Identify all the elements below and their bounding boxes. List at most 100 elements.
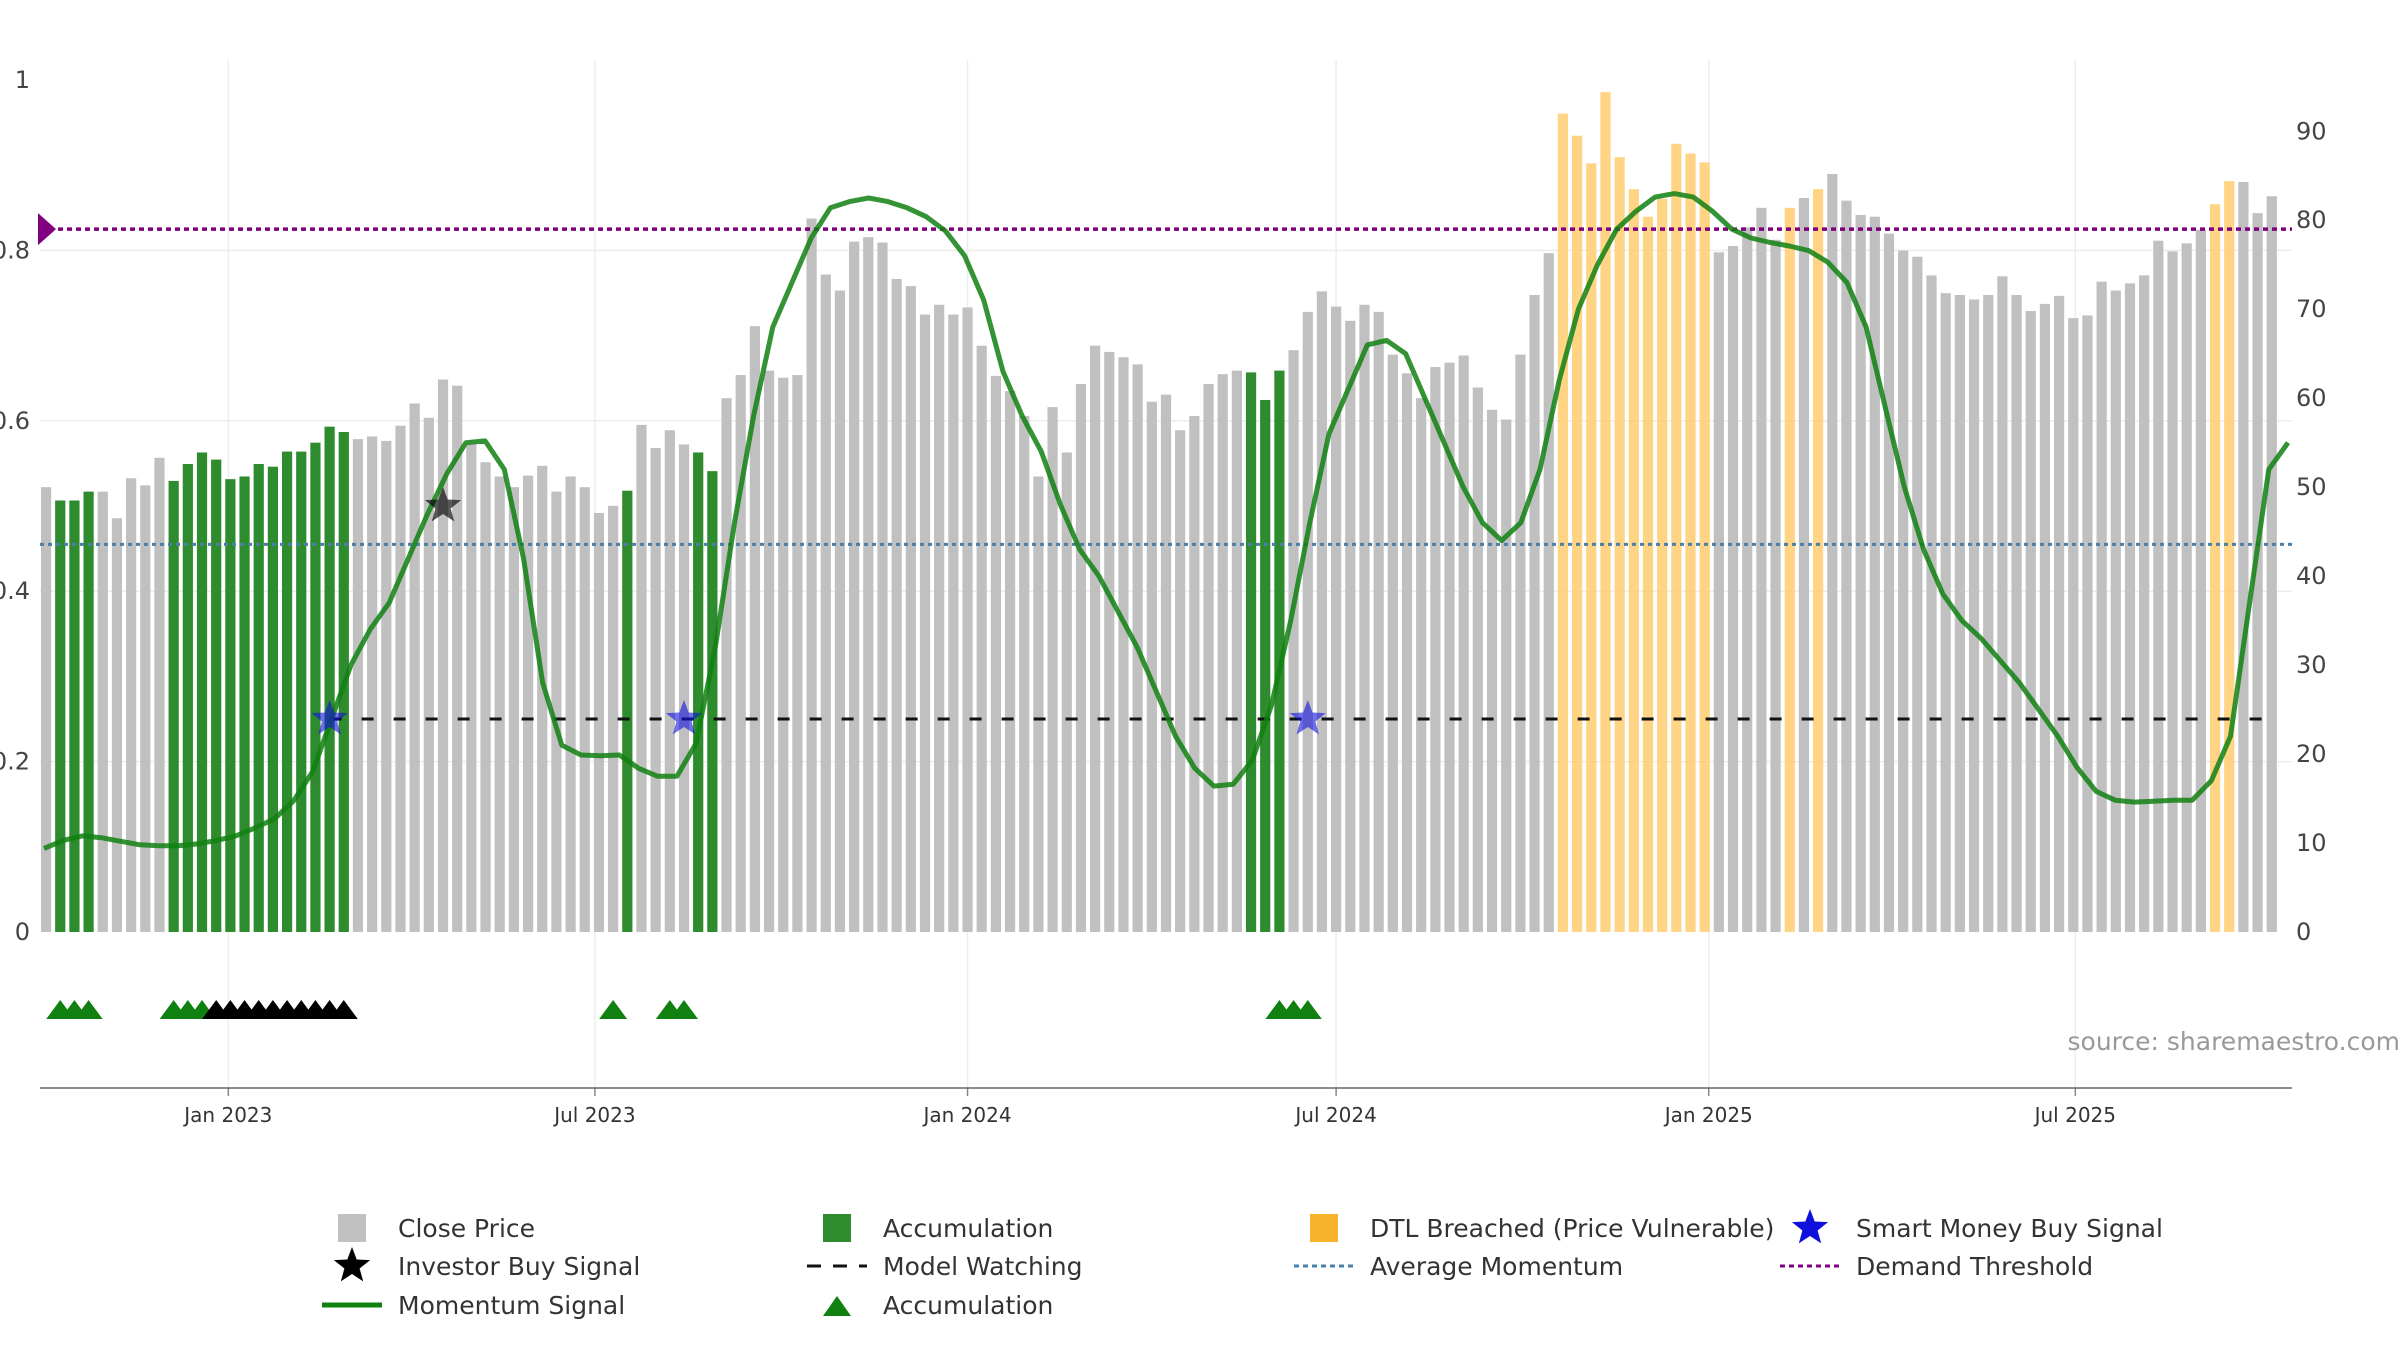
close-price-bar (792, 375, 802, 932)
close-price-bar (1218, 374, 1228, 932)
close-price-bar (1374, 312, 1384, 932)
close-price-bar (1799, 198, 1809, 932)
accumulation-bar (693, 452, 703, 932)
dtl-breached-bar (2210, 204, 2220, 932)
close-price-bar (1983, 295, 1993, 932)
legend-item-avgmom: Average Momentum (1292, 1248, 1623, 1284)
close-price-bar (1104, 352, 1114, 932)
close-price-bar (1969, 299, 1979, 932)
dtl-breached-bar (1685, 154, 1695, 932)
dtl-breached-bar (1671, 144, 1681, 932)
accumulation-bar (1246, 372, 1256, 932)
close-price-bar (1770, 240, 1780, 932)
close-price-bar (1388, 355, 1398, 932)
right-axis-tick-label: 60 (2296, 384, 2327, 412)
close-price-bar (962, 307, 972, 932)
close-price-bar (1189, 416, 1199, 932)
close-price-bar (1997, 276, 2007, 932)
dtl-breached-bar (1629, 189, 1639, 932)
legend-item-momentum: Momentum Signal (320, 1287, 625, 1323)
accumulation-bar (183, 464, 193, 932)
accumulation-bar (169, 481, 179, 932)
close-price-bar (594, 513, 604, 932)
close-price-bar (2068, 318, 2078, 932)
close-price-bar (353, 439, 363, 932)
legend-label: Average Momentum (1370, 1252, 1623, 1281)
left-axis-tick-label: 1 (15, 66, 30, 94)
close-price-bar (821, 275, 831, 932)
legend-item-acc: Accumulation (805, 1210, 1053, 1246)
close-price-bar (863, 237, 873, 932)
close-price-bar (1756, 208, 1766, 932)
dtl-breached-bar (1785, 208, 1795, 932)
left-axis-tick-label: 0.8 (0, 236, 30, 264)
close-price-bar (1870, 217, 1880, 932)
close-price-bar (509, 487, 519, 932)
close-price-bar (2011, 295, 2021, 932)
right-axis-tick-label: 50 (2296, 473, 2327, 501)
close-price-bar (1487, 410, 1497, 932)
legend-swatch-smart (1778, 1210, 1842, 1246)
accumulation-bar (268, 467, 278, 932)
accumulation-bar (1260, 400, 1270, 932)
legend-label: Model Watching (883, 1252, 1083, 1281)
close-price-bar (126, 478, 136, 932)
close-price-bar (2267, 196, 2277, 932)
close-price-bar (1941, 293, 1951, 932)
close-price-bar (1728, 246, 1738, 932)
legend-swatch-acctri (805, 1287, 869, 1323)
legend-swatch-watch (805, 1248, 869, 1284)
close-price-bar (1459, 355, 1469, 932)
close-price-bar (665, 430, 675, 932)
close-price-bar (2097, 282, 2107, 932)
close-price-bar (1714, 252, 1724, 932)
x-axis-tick-label: Jul 2025 (2033, 1103, 2116, 1127)
dtl-breached-bar (1558, 113, 1568, 932)
accumulation-bar (707, 471, 717, 932)
legend-label: Investor Buy Signal (398, 1252, 640, 1281)
accumulation-bar (225, 479, 235, 932)
accumulation-bar (310, 443, 320, 932)
right-axis-tick-label: 90 (2296, 117, 2327, 145)
close-price-bar (948, 315, 958, 932)
legend-label: DTL Breached (Price Vulnerable) (1370, 1214, 1774, 1243)
close-price-bar (778, 378, 788, 932)
legend-item-watch: Model Watching (805, 1248, 1083, 1284)
close-price-bar (1473, 388, 1483, 932)
close-price-bar (1742, 227, 1752, 932)
legend-swatch-acc (805, 1210, 869, 1246)
close-price-bar (1005, 391, 1015, 932)
close-price-bar (1912, 257, 1922, 932)
close-price-bar (1203, 384, 1213, 932)
close-price-bar (1345, 321, 1355, 932)
close-price-bar (410, 404, 420, 932)
right-axis-tick-label: 70 (2296, 295, 2327, 323)
close-price-bar (2082, 315, 2092, 932)
close-price-bar (452, 386, 462, 932)
close-price-bar (1019, 416, 1029, 932)
right-axis-tick-label: 80 (2296, 206, 2327, 234)
close-price-bar (2040, 304, 2050, 932)
close-price-bar (466, 444, 476, 932)
close-price-bar (424, 418, 434, 932)
close-price-bar (721, 398, 731, 932)
close-price-bar (1416, 398, 1426, 932)
x-axis-tick-label: Jan 2023 (182, 1103, 272, 1127)
close-price-bar (1827, 174, 1837, 932)
close-price-bar (1430, 367, 1440, 932)
dtl-breached-bar (1700, 162, 1710, 932)
left-axis-tick-label: 0.4 (0, 577, 30, 605)
close-price-bar (438, 380, 448, 932)
legend-swatch-demand (1778, 1248, 1842, 1284)
close-price-bar (1402, 373, 1412, 932)
close-price-bar (1076, 384, 1086, 932)
demand-threshold-marker (38, 213, 56, 245)
accumulation-bar (324, 427, 334, 932)
close-price-bar (1926, 275, 1936, 932)
accumulation-bar (69, 501, 79, 933)
legend-label: Accumulation (883, 1291, 1053, 1320)
legend-item-dtl: DTL Breached (Price Vulnerable) (1292, 1210, 1774, 1246)
close-price-bar (2196, 230, 2206, 932)
